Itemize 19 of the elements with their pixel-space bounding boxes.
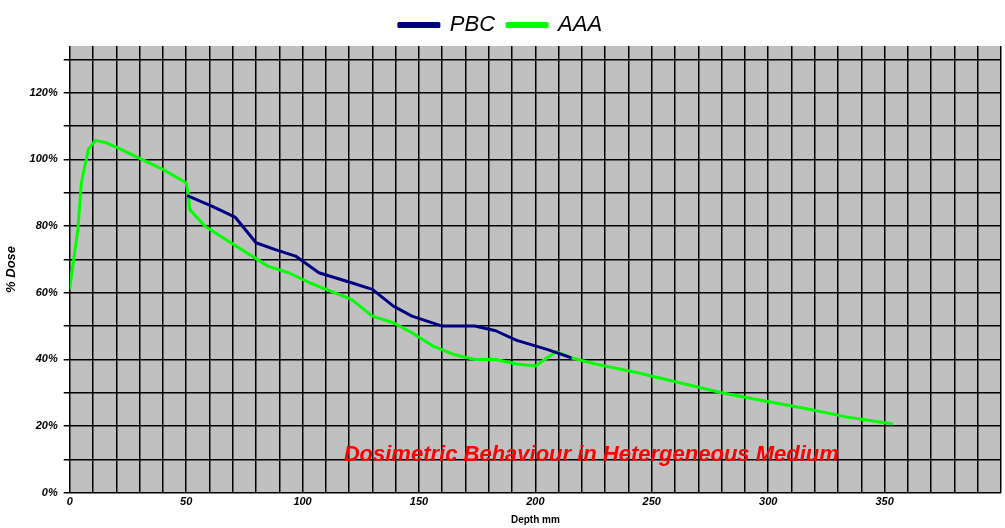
x-axis-title: Depth mm bbox=[510, 513, 560, 525]
legend-label: AAA bbox=[556, 11, 603, 37]
y-tick-label: 80% bbox=[35, 219, 58, 232]
x-tick-label: 200 bbox=[525, 495, 546, 508]
y-tick-label: 100% bbox=[29, 152, 58, 165]
x-tick-label: 50 bbox=[180, 495, 194, 508]
y-tick-label: 20% bbox=[34, 419, 58, 432]
x-tick-label: 100 bbox=[293, 495, 313, 508]
legend-label: PBC bbox=[449, 11, 496, 37]
y-tick-label: 40% bbox=[34, 352, 58, 365]
y-tick-label: 60% bbox=[35, 285, 58, 298]
y-axis-title: % Dose bbox=[3, 245, 19, 293]
x-tick-label: 250 bbox=[641, 495, 662, 508]
y-tick-label: 0% bbox=[41, 485, 58, 498]
x-tick-label: 0 bbox=[66, 495, 74, 508]
x-tick-label: 350 bbox=[875, 495, 895, 508]
x-tick-label: 300 bbox=[759, 495, 779, 508]
x-tick-label: 150 bbox=[409, 495, 430, 508]
y-tick-label: 120% bbox=[29, 85, 58, 98]
